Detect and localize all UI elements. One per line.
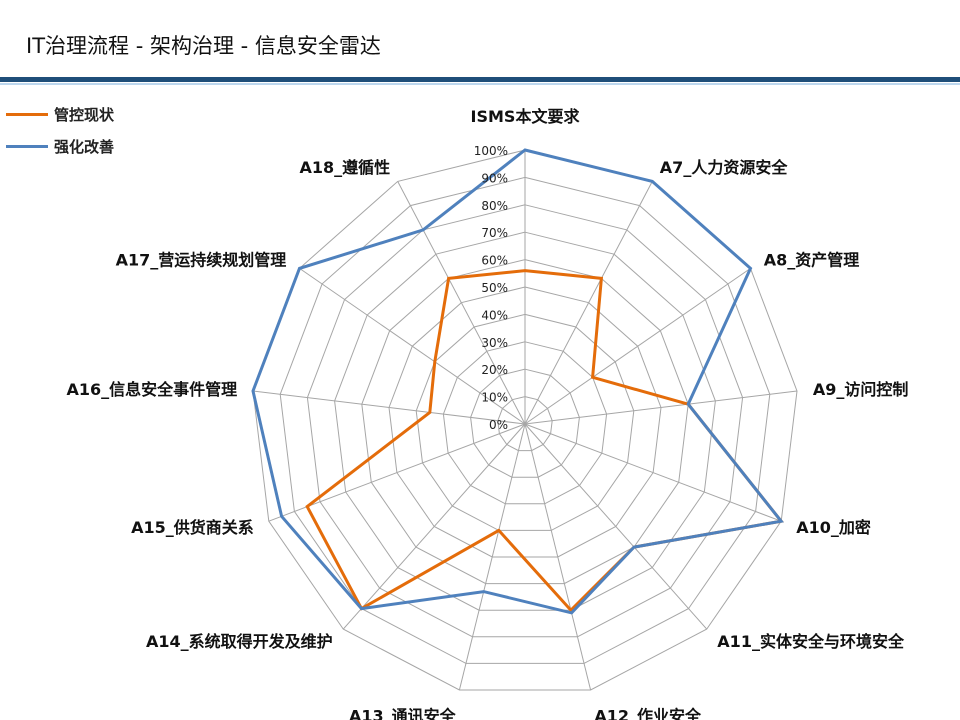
title-divider-accent <box>0 83 960 85</box>
tick-label: 10% <box>481 391 508 405</box>
tick-label: 20% <box>481 363 508 377</box>
grid-spoke-6 <box>524 423 592 691</box>
axis-label: A16_信息安全事件管理 <box>66 380 237 399</box>
grid-ring-2 <box>470 368 580 478</box>
grid-ring-6 <box>361 259 689 585</box>
axis-label: ISMS本文要求 <box>471 107 581 126</box>
grid-spoke-7 <box>458 423 526 691</box>
series-line-0 <box>305 269 784 613</box>
series-line-1 <box>251 148 784 615</box>
grid-spoke-5 <box>524 423 708 630</box>
tick-label: 0% <box>489 418 508 432</box>
grid-spoke-4 <box>524 423 782 522</box>
axis-label: A10_加密 <box>796 518 871 537</box>
axis-label: A11_实体安全与环境安全 <box>717 632 905 651</box>
title-divider <box>0 77 960 82</box>
grid-spoke-12 <box>397 181 526 425</box>
grid-spoke-2 <box>524 267 751 425</box>
axis-label: A18_遵循性 <box>300 158 391 177</box>
grid-ring-4 <box>415 313 635 531</box>
axis-label: A9_访问控制 <box>813 380 909 399</box>
grid-ring-1 <box>497 396 553 452</box>
axis-label: A8_资产管理 <box>764 250 860 269</box>
legend-label-current: 管控现状 <box>54 105 115 124</box>
grid-spoke-3 <box>524 390 798 425</box>
grid-ring-3 <box>442 341 608 505</box>
grid-ring-8 <box>306 204 744 638</box>
legend-label-improved: 强化改善 <box>54 137 115 156</box>
radar-grid <box>252 149 798 691</box>
legend-item-improved: 强化改善 <box>6 130 114 162</box>
grid-spoke-11 <box>299 267 526 425</box>
radar-tick-labels: 0% 10% 20% 30% 40% 50% 60% 70% 80% 90% 100% <box>474 144 508 432</box>
axis-label: A13_通讯安全 <box>349 707 457 720</box>
radar-series <box>251 148 784 615</box>
grid-spoke-1 <box>524 181 653 425</box>
tick-label: 50% <box>481 281 508 295</box>
axis-label: A15_供货商关系 <box>131 518 254 537</box>
tick-label: 80% <box>481 199 508 213</box>
legend-swatch-improved <box>6 144 48 148</box>
chart-legend: 管控现状 强化改善 <box>6 98 114 162</box>
grid-ring-5 <box>388 286 662 558</box>
tick-label: 40% <box>481 308 508 322</box>
axis-label: A7_人力资源安全 <box>660 158 789 177</box>
legend-item-current: 管控现状 <box>6 98 114 130</box>
tick-label: 100% <box>474 144 508 158</box>
grid-spoke-8 <box>342 423 526 630</box>
tick-label: 90% <box>481 171 508 185</box>
radar-axis-labels: ISMS本文要求 A7_人力资源安全 A8_资产管理 A9_访问控制 A10_加密 A11… <box>66 107 908 720</box>
tick-label: 30% <box>481 336 508 350</box>
legend-swatch-current <box>6 112 48 116</box>
tick-label: 60% <box>481 254 508 268</box>
grid-spoke-10 <box>252 390 526 425</box>
axis-label: A17_营运持续规划管理 <box>116 250 287 269</box>
tick-label: 70% <box>481 226 508 240</box>
page-title: IT治理流程 - 架构治理 - 信息安全雷达 <box>26 34 381 58</box>
axis-label: A12_作业安全 <box>594 707 702 720</box>
grid-ring-7 <box>334 231 716 611</box>
axis-label: A14_系统取得开发及维护 <box>146 632 333 651</box>
